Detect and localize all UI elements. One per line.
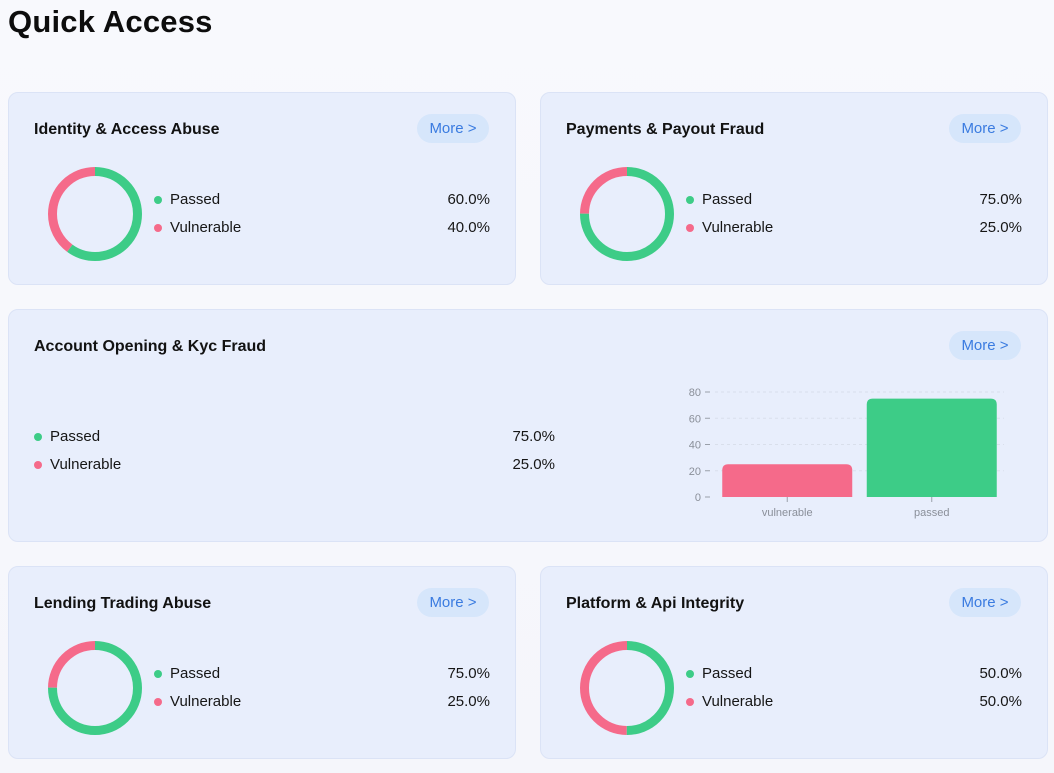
legend-value: 50.0% <box>979 665 1022 682</box>
legend-value: 75.0% <box>979 191 1022 208</box>
y-tick-label: 20 <box>689 466 701 478</box>
legend-passed: Passed 75.0% <box>686 190 1022 210</box>
y-tick-label: 80 <box>689 387 701 399</box>
more-button[interactable]: More > <box>949 588 1021 617</box>
legend-vulnerable: Vulnerable 25.0% <box>686 218 1022 238</box>
y-tick-label: 40 <box>689 440 701 452</box>
legend-label: Passed <box>170 665 221 682</box>
bar-vulnerable <box>722 464 853 497</box>
vulnerable-dot-icon <box>154 698 162 706</box>
bar-chart: 0 20 40 60 80 vulnerable passed <box>689 387 1004 519</box>
donut-slice-passed <box>580 167 674 261</box>
legend-value: 60.0% <box>447 191 490 208</box>
x-tick-label: passed <box>914 507 949 519</box>
passed-dot-icon <box>154 670 162 678</box>
legend-vulnerable: Vulnerable 25.0% <box>34 455 555 475</box>
vulnerable-dot-icon <box>686 224 694 232</box>
donut-chart <box>580 641 674 735</box>
legend-label: Vulnerable <box>702 219 774 236</box>
legend-value: 50.0% <box>979 693 1022 710</box>
vulnerable-dot-icon <box>154 224 162 232</box>
x-tick-label: vulnerable <box>762 507 813 519</box>
card-account-opening-kyc-fraud: Account Opening & Kyc Fraud More > Passe… <box>8 309 1048 542</box>
y-tick-label: 0 <box>695 492 701 504</box>
vulnerable-dot-icon <box>686 698 694 706</box>
legend-value: 25.0% <box>512 456 555 473</box>
card-title: Platform & Api Integrity <box>566 595 745 612</box>
passed-dot-icon <box>686 670 694 678</box>
legend-passed: Passed 75.0% <box>34 427 555 447</box>
legend-label: Passed <box>50 428 101 445</box>
legend-label: Vulnerable <box>50 456 122 473</box>
legend-label: Passed <box>702 665 753 682</box>
more-button[interactable]: More > <box>417 588 489 617</box>
donut-chart <box>48 167 142 261</box>
legend-label: Vulnerable <box>170 693 242 710</box>
donut-chart <box>48 641 142 735</box>
legend-vulnerable: Vulnerable 25.0% <box>154 692 490 712</box>
legend-value: 40.0% <box>447 219 490 236</box>
legend-label: Passed <box>702 191 753 208</box>
donut-slice-passed <box>48 167 142 261</box>
card-title: Identity & Access Abuse <box>34 121 220 138</box>
legend-passed: Passed 60.0% <box>154 190 490 210</box>
passed-dot-icon <box>154 196 162 204</box>
card-identity-access-abuse: Identity & Access Abuse More > Passed 60… <box>8 92 516 285</box>
legend-passed: Passed 75.0% <box>154 664 490 684</box>
card-lending-trading-abuse: Lending Trading Abuse More > Passed 75.0… <box>8 566 516 759</box>
more-button[interactable]: More > <box>417 114 489 143</box>
legend-vulnerable: Vulnerable 40.0% <box>154 218 490 238</box>
legend-value: 75.0% <box>512 428 555 445</box>
card-title: Account Opening & Kyc Fraud <box>34 338 267 355</box>
passed-dot-icon <box>34 433 42 441</box>
page-title: Quick Access <box>8 4 213 39</box>
donut-slice-passed <box>580 641 674 735</box>
card-payments-payout-fraud: Payments & Payout Fraud More > Passed 75… <box>540 92 1048 285</box>
donut-slice-passed <box>48 641 142 735</box>
legend-vulnerable: Vulnerable 50.0% <box>686 692 1022 712</box>
passed-dot-icon <box>686 196 694 204</box>
legend-value: 75.0% <box>447 665 490 682</box>
card-title: Payments & Payout Fraud <box>566 121 765 138</box>
more-button[interactable]: More > <box>949 331 1021 360</box>
legend-label: Vulnerable <box>170 219 242 236</box>
vulnerable-dot-icon <box>34 461 42 469</box>
card-platform-api-integrity: Platform & Api Integrity More > Passed 5… <box>540 566 1048 759</box>
donut-chart <box>580 167 674 261</box>
legend-label: Passed <box>170 191 221 208</box>
legend-value: 25.0% <box>979 219 1022 236</box>
card-title: Lending Trading Abuse <box>34 595 212 612</box>
legend-passed: Passed 50.0% <box>686 664 1022 684</box>
legend-label: Vulnerable <box>702 693 774 710</box>
y-tick-label: 60 <box>689 413 701 425</box>
legend-value: 25.0% <box>447 693 490 710</box>
more-button[interactable]: More > <box>949 114 1021 143</box>
bar-passed <box>866 398 997 497</box>
